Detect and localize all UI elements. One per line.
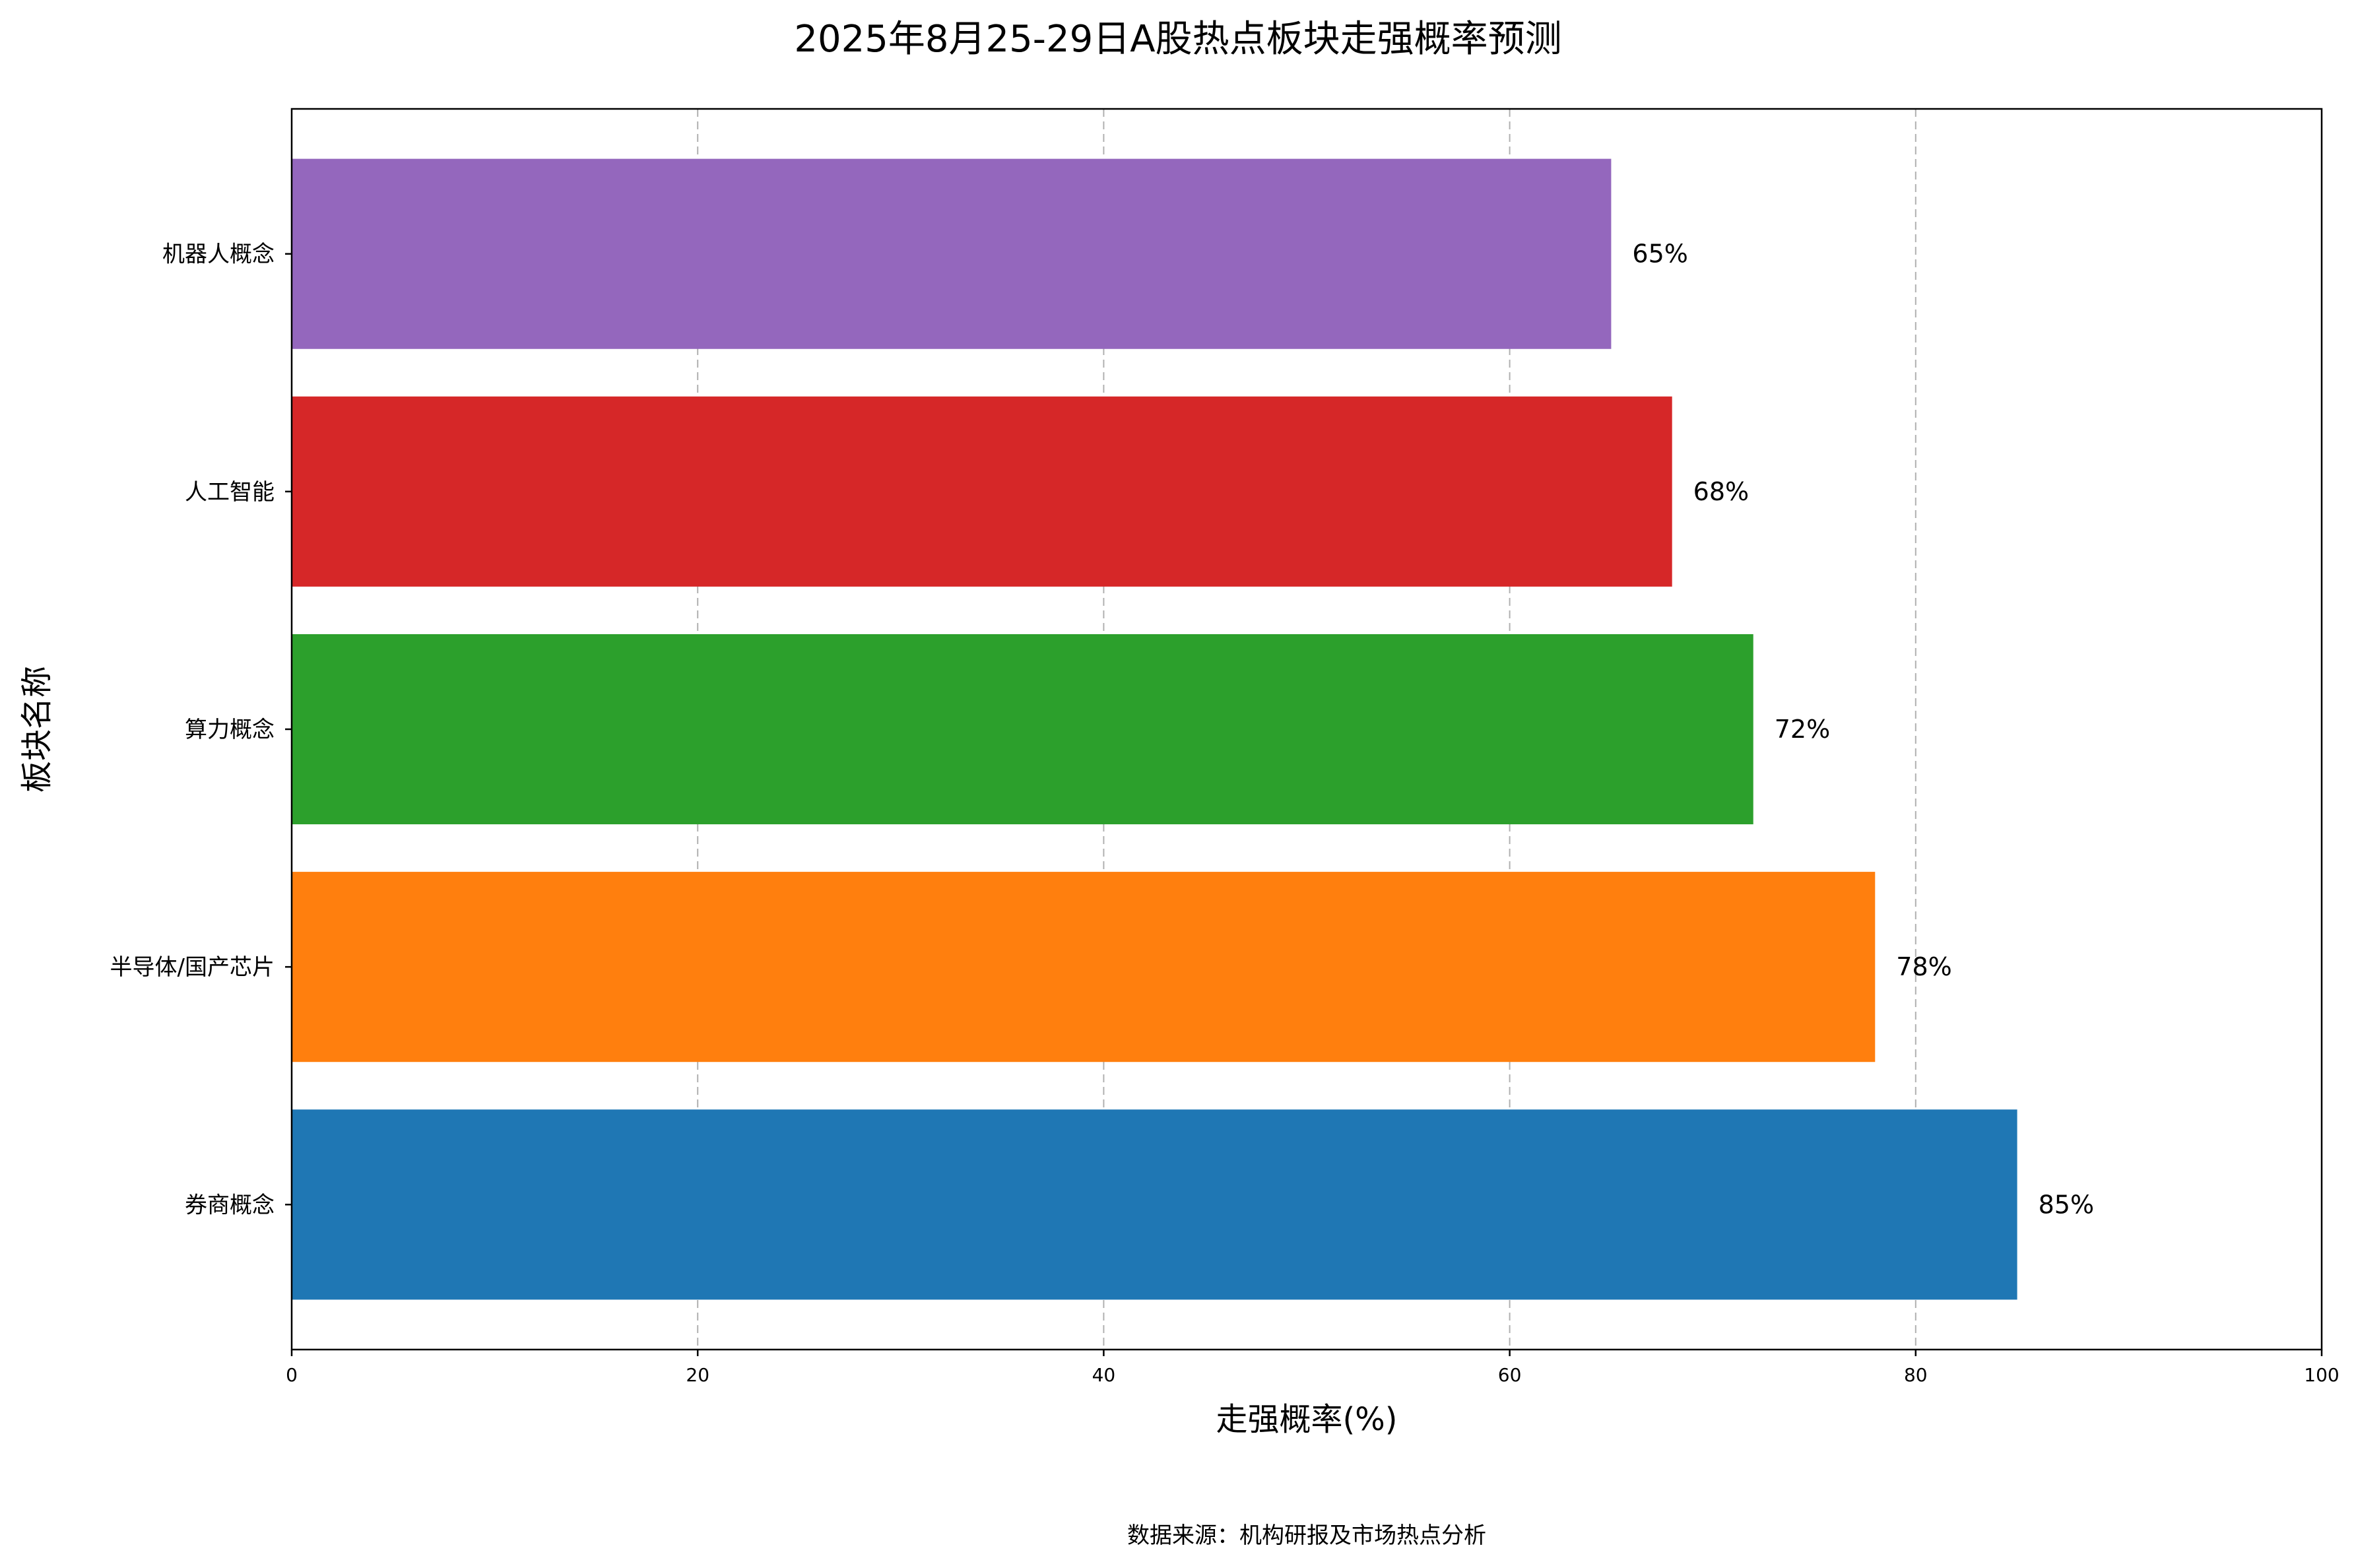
y-tick-label: 半导体/国产芯片	[110, 954, 275, 981]
value-label: 78%	[1896, 952, 1951, 981]
bar	[292, 634, 1753, 825]
x-axis-title: 走强概率(%)	[1216, 1401, 1397, 1438]
chart-title: 2025年8月25-29日A股热点板块走强概率预测	[794, 18, 1561, 61]
x-tick-label: 20	[686, 1364, 709, 1386]
x-tick-label: 0	[286, 1364, 298, 1386]
y-axis-title: 板块名称	[18, 666, 55, 793]
plot-frame	[290, 108, 2323, 1351]
y-tick-label: 机器人概念	[162, 242, 275, 268]
x-tick-label: 100	[2304, 1364, 2339, 1386]
value-label: 72%	[1775, 715, 1830, 744]
x-axis-ticks: 0 20 40 60 80 100	[286, 1350, 2340, 1386]
value-labels: 85% 78% 72% 68% 65%	[1632, 240, 2094, 1220]
value-label: 85%	[2039, 1190, 2094, 1219]
bar	[292, 396, 1672, 587]
value-label: 68%	[1693, 477, 1749, 506]
bar	[292, 872, 1876, 1062]
bar	[292, 158, 1612, 349]
y-axis-ticks: 券商概念 半导体/国产芯片 算力概念 人工智能 机器人概念	[110, 242, 292, 1218]
bars	[292, 158, 2017, 1300]
y-tick-label: 人工智能	[185, 479, 275, 506]
y-tick-label: 券商概念	[185, 1192, 275, 1218]
bar	[292, 1109, 2017, 1300]
value-label: 65%	[1632, 240, 1687, 269]
x-tick-label: 60	[1498, 1364, 1522, 1386]
source-note: 数据来源：机构研报及市场热点分析	[1127, 1522, 1486, 1549]
y-tick-label: 算力概念	[185, 717, 275, 743]
x-tick-label: 80	[1904, 1364, 1928, 1386]
x-tick-label: 40	[1092, 1364, 1116, 1386]
